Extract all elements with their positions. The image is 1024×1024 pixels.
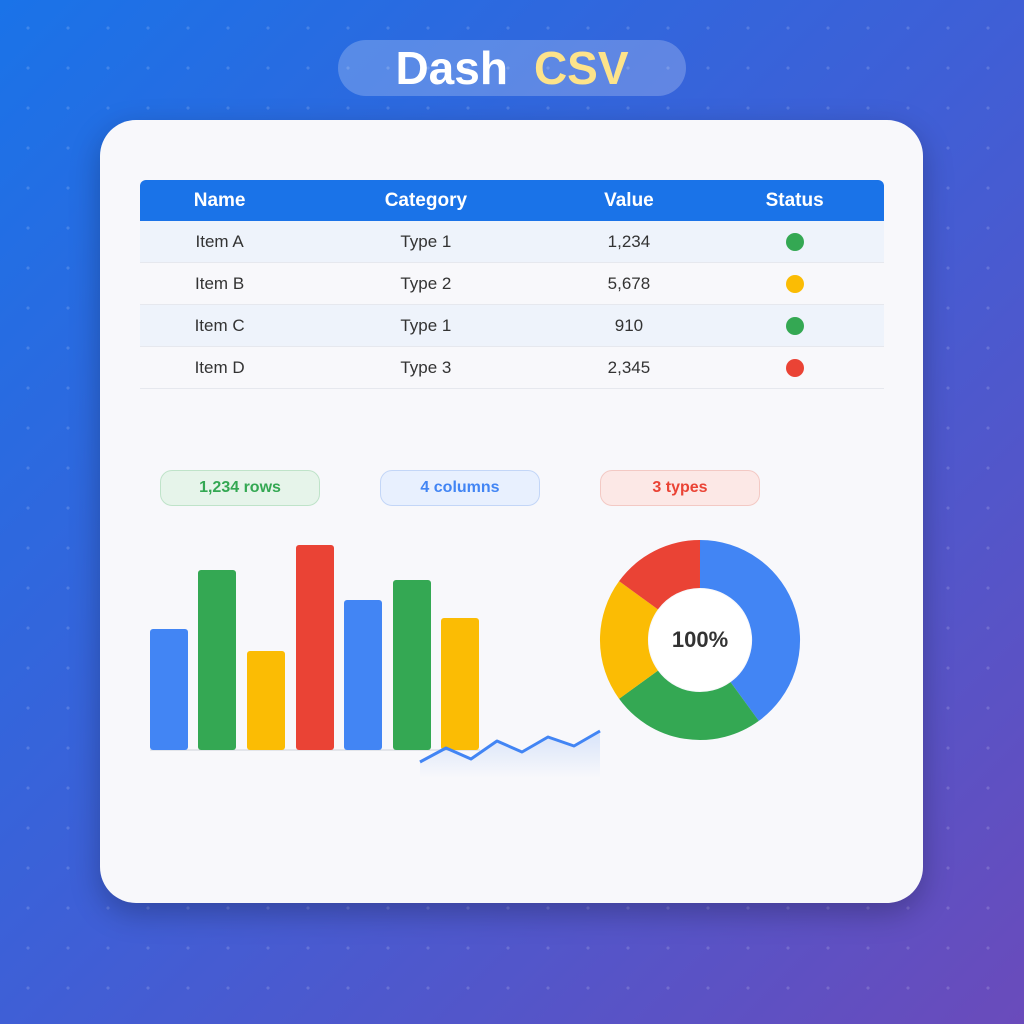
column-header: Category xyxy=(299,180,553,221)
column-header: Name xyxy=(140,180,300,221)
status-dot xyxy=(785,275,804,294)
table-cell: 5,678 xyxy=(552,262,706,305)
table-row: Item C Type 1 910 xyxy=(140,304,884,347)
donut-label: 100% xyxy=(672,627,728,652)
sparkline-illustration xyxy=(419,729,601,778)
table-row: Item D Type 3 2,345 xyxy=(140,346,884,389)
table-cell: Item B xyxy=(140,262,300,305)
table-cell: Type 1 xyxy=(299,221,553,263)
table-cell: Item C xyxy=(140,304,300,347)
bar-illustration xyxy=(150,545,480,751)
table-cell: 1,234 xyxy=(552,221,706,263)
status-cell xyxy=(705,346,884,389)
status-cell xyxy=(705,262,884,305)
table-row: Item A Type 1 1,234 xyxy=(140,221,884,263)
status-dot xyxy=(785,359,804,378)
data-table: Name Category Value Status Item A Type 1 1,234… xyxy=(140,180,884,389)
table-cell: Item D xyxy=(140,346,300,389)
status-dot xyxy=(785,233,804,252)
badge: 3 types xyxy=(600,470,760,506)
title-pill: Dash CSV xyxy=(338,40,686,96)
column-header: Value xyxy=(552,180,706,221)
title: Dash xyxy=(395,42,508,94)
table-cell: Type 2 xyxy=(299,262,553,305)
donut-illustration xyxy=(599,540,801,741)
status-cell xyxy=(705,221,884,263)
table-cell: 910 xyxy=(552,304,706,347)
title-accent: CSV xyxy=(533,42,629,94)
badge: 4 columns xyxy=(380,470,540,506)
table-cell: Type 1 xyxy=(299,304,553,347)
table-row: Item B Type 2 5,678 xyxy=(140,262,884,305)
badge: 1,234 rows xyxy=(160,470,320,506)
status-dot xyxy=(785,317,804,336)
table-cell: 2,345 xyxy=(552,346,706,389)
column-header: Status xyxy=(705,180,884,221)
table-cell: Type 3 xyxy=(299,346,553,389)
table-cell: Item A xyxy=(140,221,300,263)
status-cell xyxy=(705,304,884,347)
